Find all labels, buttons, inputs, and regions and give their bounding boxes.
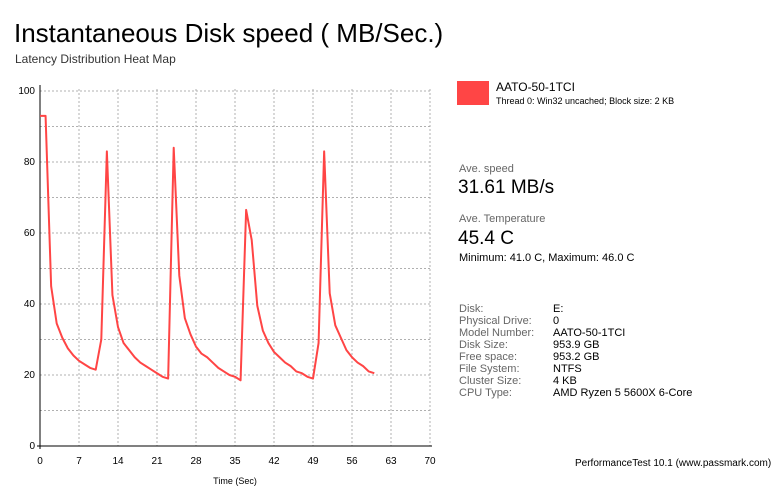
- disk-info-label: Model Number:: [459, 327, 535, 339]
- average-temperature-label: Ave. Temperature: [459, 213, 546, 225]
- y-tick-label: 100: [18, 86, 35, 97]
- disk-info-label: Disk:: [459, 303, 484, 315]
- x-tick-label: 21: [151, 456, 163, 467]
- y-tick-label: 80: [24, 157, 36, 168]
- x-axis-label: Time (Sec): [213, 476, 257, 486]
- page-subtitle: Latency Distribution Heat Map: [15, 52, 176, 66]
- average-speed-label: Ave. speed: [459, 163, 514, 175]
- x-tick-label: 28: [190, 456, 202, 467]
- disk-info-label: Cluster Size:: [459, 375, 522, 387]
- disk-info-value: AATO-50-1TCI: [553, 327, 626, 339]
- x-tick-label: 42: [268, 456, 280, 467]
- y-tick-label: 0: [29, 441, 35, 452]
- temperature-range: Minimum: 41.0 C, Maximum: 46.0 C: [459, 252, 635, 264]
- disk-info-value: AMD Ryzen 5 5600X 6-Core: [553, 387, 693, 399]
- disk-info-value: 0: [553, 315, 560, 327]
- average-temperature-value: 45.4 C: [458, 228, 514, 249]
- x-tick-label: 0: [37, 456, 43, 467]
- average-speed-value: 31.61 MB/s: [458, 177, 555, 198]
- x-tick-label: 56: [346, 456, 358, 467]
- x-tick-label: 49: [307, 456, 319, 467]
- disk-info-value: 953.2 GB: [553, 351, 600, 363]
- legend-series-detail: Thread 0: Win32 uncached; Block size: 2 …: [496, 96, 675, 106]
- disk-info-value: 953.9 GB: [553, 339, 600, 351]
- y-tick-label: 20: [24, 370, 36, 381]
- disk-info-label: File System:: [459, 363, 520, 375]
- y-tick-label: 60: [24, 228, 36, 239]
- disk-info-label: Disk Size:: [459, 339, 508, 351]
- x-tick-label: 7: [76, 456, 82, 467]
- disk-info-value: 4 KB: [553, 375, 577, 387]
- x-tick-label: 35: [229, 456, 241, 467]
- x-tick-label: 14: [112, 456, 124, 467]
- x-tick-label: 70: [424, 456, 436, 467]
- disk-info-label: CPU Type:: [459, 387, 512, 399]
- legend-swatch: [457, 81, 489, 105]
- x-tick-label: 63: [385, 456, 397, 467]
- disk-info-value: E:: [553, 303, 564, 315]
- disk-info-label: Physical Drive:: [459, 315, 532, 327]
- legend-series-name: AATO-50-1TCI: [496, 80, 575, 94]
- y-tick-label: 40: [24, 299, 36, 310]
- page-title: Instantaneous Disk speed ( MB/Sec.): [14, 18, 444, 48]
- footer-credit: PerformanceTest 10.1 (www.passmark.com): [575, 458, 772, 469]
- disk-info-value: NTFS: [553, 363, 582, 375]
- series-line: [40, 114, 375, 382]
- disk-info-label: Free space:: [459, 351, 518, 363]
